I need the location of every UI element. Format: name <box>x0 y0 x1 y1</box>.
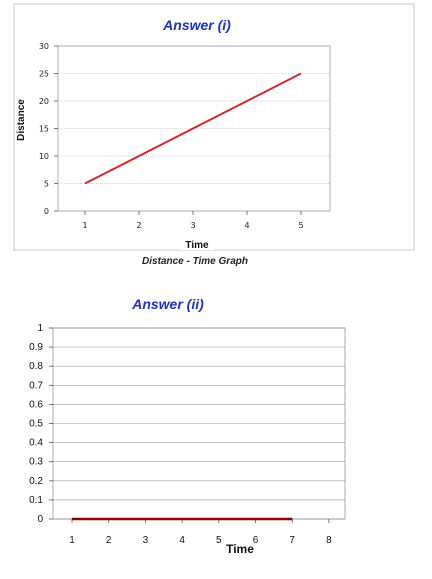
y-tick-label: 5 <box>44 180 49 189</box>
y-tick-label: 0.9 <box>29 342 43 353</box>
x-tick-label: 1 <box>82 221 87 230</box>
y-tick-label: 30 <box>39 42 49 51</box>
y-tick-label: 15 <box>39 125 49 134</box>
x-tick-label: 4 <box>179 535 185 546</box>
y-tick-label: 0.6 <box>29 399 43 410</box>
x-tick-label: 5 <box>216 535 222 546</box>
y-tick-label: 0.5 <box>29 419 43 430</box>
chart-1-x-label-bg <box>180 238 214 250</box>
y-tick-label: 1 <box>37 323 43 334</box>
chart-1: Answer (i) 0 5 10 15 20 25 30 1 2 3 4 5 Distance T… <box>13 3 415 267</box>
x-tick-label: 8 <box>326 535 332 546</box>
chart-2-x-ticks: 1 2 3 4 5 6 7 8 <box>69 519 332 546</box>
chart-1-series <box>84 72 302 185</box>
x-tick-label: 5 <box>298 221 303 230</box>
x-tick-label: 2 <box>106 535 112 546</box>
chart-1-subtitle: Distance - Time Graph <box>142 256 248 267</box>
y-tick-label: 10 <box>39 152 49 161</box>
y-tick-label: 0.7 <box>29 380 43 391</box>
chart-2: Answer (ii) 0 0.1 0.2 0.3 0.4 0.5 0.6 0.7 0.8 0.9… <box>29 296 346 556</box>
chart-1-gridlines <box>58 45 330 212</box>
y-tick-label: 0.8 <box>29 361 43 372</box>
x-tick-label: 6 <box>253 535 259 546</box>
chart-1-title: Answer (i) <box>162 17 231 33</box>
y-tick-label: 0.2 <box>29 476 43 487</box>
y-tick-label: 0 <box>44 207 49 216</box>
x-tick-label: 2 <box>136 221 141 230</box>
y-tick-label: 0.4 <box>29 438 43 449</box>
chart-1-x-axis-label: Time <box>185 240 209 251</box>
x-tick-label: 7 <box>289 535 295 546</box>
x-tick-label: 3 <box>143 535 149 546</box>
x-tick-label: 3 <box>190 221 195 230</box>
chart-2-title: Answer (ii) <box>131 296 204 312</box>
y-tick-label: 0.1 <box>29 495 43 506</box>
y-tick-label: 20 <box>39 97 49 106</box>
y-tick-label: 0.3 <box>29 457 43 468</box>
chart-2-x-axis-label: Time <box>226 542 254 556</box>
chart-2-y-ticks: 0 0.1 0.2 0.3 0.4 0.5 0.6 0.7 0.8 0.9 1 <box>29 323 53 525</box>
x-tick-label: 4 <box>244 221 249 230</box>
chart-1-y-ticks: 0 5 10 15 20 25 30 <box>39 42 58 216</box>
x-tick-label: 1 <box>69 535 75 546</box>
y-tick-label: 0 <box>37 514 43 525</box>
chart-1-x-ticks: 1 2 3 4 5 <box>82 211 304 230</box>
y-tick-label: 25 <box>39 70 49 79</box>
chart-1-y-axis-label: Distance <box>16 99 27 141</box>
series-line <box>84 72 302 185</box>
